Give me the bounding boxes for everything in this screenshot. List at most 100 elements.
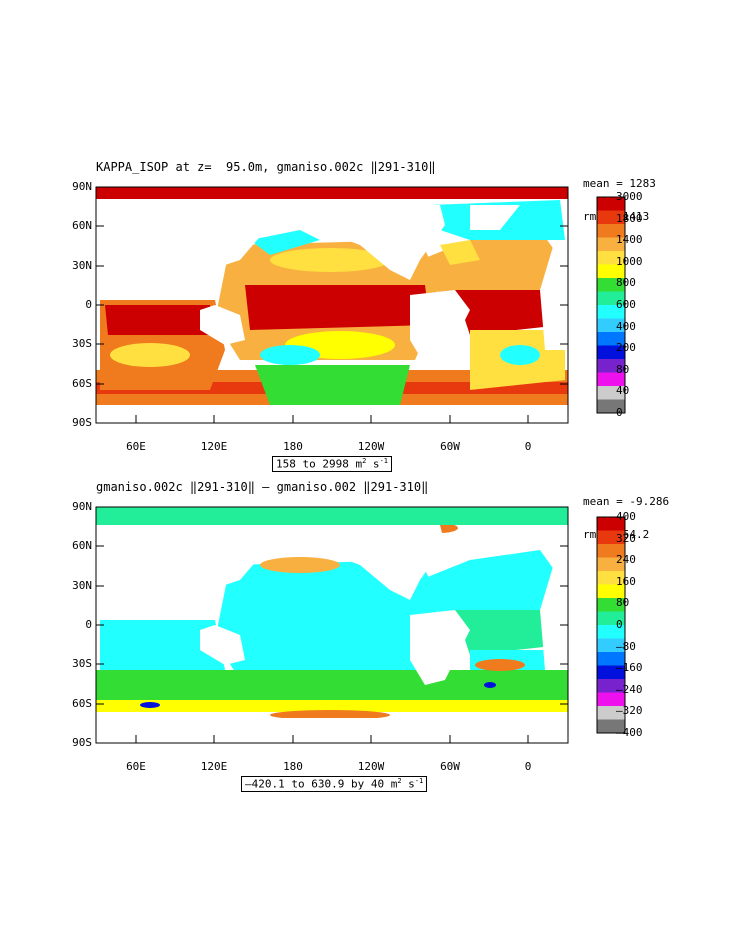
top-colorbar-swatch xyxy=(597,359,625,373)
bottom-colorbar-label: –80 xyxy=(616,639,636,653)
top-lat-30s: 30S xyxy=(72,337,92,350)
top-colorbar-label: 600 xyxy=(616,298,636,311)
top-mean: mean = 1283 xyxy=(583,177,656,190)
bottom-colorbar-swatch xyxy=(597,692,625,706)
top-range-box: 158 to 2998 m2 s-1 xyxy=(272,456,392,472)
bottom-lat-60n: 60N xyxy=(72,539,92,552)
bottom-lat-60s: 60S xyxy=(72,697,92,710)
top-colorbar-swatch xyxy=(597,386,625,400)
top-colorbar-label: 40 xyxy=(616,384,630,398)
bottom-colorbar-swatch xyxy=(597,665,625,679)
bottom-colorbar-swatch xyxy=(597,557,625,571)
bottom-colorbar-label: 0 xyxy=(616,618,623,631)
top-range-sup2: -1 xyxy=(379,457,388,465)
top-colorbar-label: 80 xyxy=(616,362,630,376)
top-colorbar-label: 200 xyxy=(616,341,636,355)
top-colorbar-swatch xyxy=(597,224,625,238)
top-colorbar-label: 1800 xyxy=(616,211,643,225)
bottom-range-box: –420.1 to 630.9 by 40 m2 s-1 xyxy=(241,776,428,792)
top-colorbar-swatch xyxy=(597,251,625,265)
top-colorbar-label: 1000 xyxy=(616,254,643,268)
bottom-ticks xyxy=(96,506,568,743)
bottom-lat-90s: 90S xyxy=(72,736,92,749)
bottom-lat-30s: 30S xyxy=(72,657,92,670)
bottom-colorbar-swatch xyxy=(597,571,625,585)
bottom-colorbar xyxy=(596,516,626,734)
bottom-range-sup: 2 xyxy=(397,777,402,785)
top-lat-0: 0 xyxy=(85,298,92,311)
top-lon-0: 0 xyxy=(524,440,532,453)
bottom-colorbar-label: –400 xyxy=(616,726,643,739)
top-colorbar-swatch xyxy=(597,305,625,319)
top-colorbar-swatch xyxy=(597,264,625,278)
top-range-tail: s xyxy=(366,457,380,471)
bottom-lat-30n: 30N xyxy=(72,579,92,592)
bottom-colorbar-swatch xyxy=(597,679,625,693)
top-lat-90n: 90N xyxy=(72,180,92,193)
bottom-range-sup2: -1 xyxy=(414,777,424,785)
top-ocean-field xyxy=(96,187,568,405)
top-ticks xyxy=(96,186,568,423)
bottom-colorbar-swatch xyxy=(597,638,625,652)
bottom-colorbar-swatch xyxy=(597,530,625,544)
bottom-colorbar-label: 80 xyxy=(616,596,630,610)
top-colorbar xyxy=(596,196,626,414)
bottom-map-title: gmaniso.002c ‖291-310‖ – gmaniso.002 ‖29… xyxy=(96,480,429,494)
bottom-lat-0: 0 xyxy=(85,618,92,631)
bottom-colorbar-swatch xyxy=(597,652,625,666)
bottom-colorbar-label: –240 xyxy=(616,682,643,696)
top-colorbar-label: 0 xyxy=(616,406,623,419)
bottom-colorbar-label: –160 xyxy=(616,661,643,675)
top-colorbar-swatch xyxy=(597,210,625,224)
top-lat-60s: 60S xyxy=(72,377,92,390)
top-lat-90s: 90S xyxy=(72,416,92,429)
top-colorbar-swatch xyxy=(597,399,625,413)
bottom-colorbar-swatch xyxy=(597,706,625,720)
bottom-colorbar-swatch xyxy=(597,544,625,558)
top-colorbar-swatch xyxy=(597,318,625,332)
top-colorbar-swatch xyxy=(597,278,625,292)
bottom-colorbar-label: 320 xyxy=(616,531,636,545)
bottom-colorbar-swatch xyxy=(597,719,625,733)
top-lon-180: 180 xyxy=(283,440,303,453)
top-colorbar-swatch xyxy=(597,237,625,251)
top-colorbar-label: 400 xyxy=(616,319,636,333)
top-map-svg xyxy=(95,186,626,424)
top-colorbar-swatch xyxy=(597,345,625,359)
bottom-lon-60e: 60E xyxy=(126,760,146,773)
top-lon-60e: 60E xyxy=(126,440,146,453)
top-colorbar-swatch xyxy=(597,332,625,346)
bottom-colorbar-swatch xyxy=(597,598,625,612)
top-map-title: KAPPA_ISOP at z= 95.0m, gmaniso.002c ‖29… xyxy=(96,160,436,174)
bottom-colorbar-swatch xyxy=(597,584,625,598)
top-lon-120w: 120W xyxy=(357,440,385,453)
bottom-lon-180: 180 xyxy=(283,760,303,773)
bottom-lon-120e: 120E xyxy=(200,760,228,773)
bottom-colorbar-swatch xyxy=(597,611,625,625)
bottom-lon-120w: 120W xyxy=(357,760,385,773)
top-colorbar-swatch xyxy=(597,372,625,386)
top-range-sup: 2 xyxy=(362,457,367,465)
top-map-panel: KAPPA_ISOP at z= 95.0m, gmaniso.002c ‖29… xyxy=(0,150,733,480)
top-lat-60n: 60N xyxy=(72,219,92,232)
bottom-map-panel: gmaniso.002c ‖291-310‖ – gmaniso.002 ‖29… xyxy=(0,470,733,800)
bottom-lon-0: 0 xyxy=(524,760,532,773)
bottom-colorbar-label: 160 xyxy=(616,574,636,588)
bottom-lat-90n: 90N xyxy=(72,500,92,513)
bottom-colorbar-swatch xyxy=(597,625,625,639)
top-lon-60w: 60W xyxy=(440,440,460,453)
bottom-colorbar-swatch xyxy=(597,517,625,531)
bottom-range-text: –420.1 to 630.9 by 40 m xyxy=(245,777,398,791)
bottom-range-tail: s xyxy=(401,777,415,791)
top-colorbar-swatch xyxy=(597,197,625,211)
bottom-map-svg xyxy=(95,506,626,744)
top-colorbar-label: 3000 xyxy=(616,190,643,203)
bottom-mean: mean = -9.286 xyxy=(583,495,670,508)
bottom-colorbar-label: –320 xyxy=(616,704,643,718)
bottom-ocean-field xyxy=(96,507,568,720)
top-lon-120e: 120E xyxy=(200,440,228,453)
top-colorbar-label: 1400 xyxy=(616,233,643,247)
top-colorbar-label: 800 xyxy=(616,276,636,290)
top-colorbar-swatch xyxy=(597,291,625,305)
bottom-lon-60w: 60W xyxy=(440,760,460,773)
